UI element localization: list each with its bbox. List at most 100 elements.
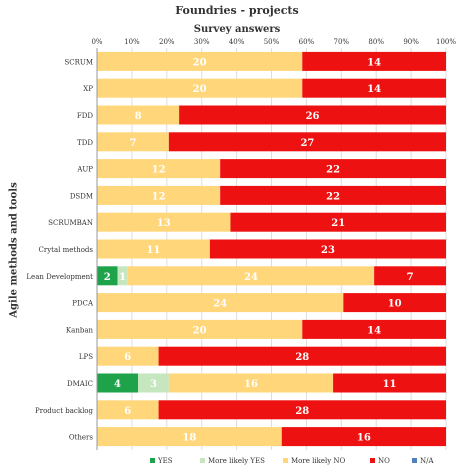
x-tick-label: 30% [194, 38, 210, 46]
bar-segment [97, 212, 231, 232]
data-label: 26 [306, 111, 320, 122]
category-label: TDD [77, 139, 93, 147]
data-label: 6 [124, 352, 131, 363]
bar-segment [302, 51, 446, 71]
x-tick-label: 40% [229, 38, 245, 46]
bar-segment [168, 132, 446, 152]
bar-segment [97, 78, 303, 98]
legend-label: N/A [420, 457, 434, 465]
bar-segment [97, 132, 169, 152]
data-label: 20 [193, 57, 207, 68]
legend-swatch [412, 458, 417, 463]
data-label: 2 [104, 272, 111, 283]
bar-segment [374, 266, 446, 286]
data-label: 8 [135, 111, 142, 122]
bar-segment [97, 239, 210, 259]
data-label: 14 [367, 84, 381, 95]
x-tick-label: 100% [436, 38, 456, 46]
category-label: FDD [77, 112, 93, 120]
data-label: 13 [157, 218, 171, 229]
bar-segment [230, 212, 446, 232]
legend-label: More likely YES [208, 457, 265, 465]
x-tick-label: 0% [91, 38, 102, 46]
category-label: DMAIC [67, 380, 93, 388]
bar-segment [209, 239, 446, 259]
data-label: 11 [146, 245, 160, 256]
category-label: SCRUMBAN [48, 219, 93, 227]
x-tick-label: 90% [403, 38, 419, 46]
bar-segment [97, 346, 159, 366]
category-label: PDCA [72, 300, 94, 308]
bar-segment [97, 293, 344, 313]
data-label: 14 [367, 325, 381, 336]
data-label: 22 [326, 165, 340, 176]
data-label: 12 [152, 191, 166, 202]
category-label: Crytal methods [39, 246, 94, 254]
bar-segment [343, 293, 446, 313]
data-label: 24 [244, 272, 258, 283]
bar-segment [281, 427, 446, 447]
x-tick-label: 20% [159, 38, 175, 46]
data-label: 21 [331, 218, 345, 229]
data-label: 3 [150, 379, 157, 390]
x-tick-label: 70% [334, 38, 350, 46]
legend-swatch [200, 458, 205, 463]
x-tick-label: 10% [124, 38, 140, 46]
x-tick-label: 60% [299, 38, 315, 46]
x-axis-title: Survey answers [193, 24, 281, 35]
data-label: 20 [193, 325, 207, 336]
bar-segment [168, 373, 334, 393]
bar-segment [97, 105, 180, 125]
data-label: 28 [295, 352, 309, 363]
data-label: 11 [383, 379, 397, 390]
legend-label: More likely NO [291, 457, 346, 465]
data-label: 1 [119, 272, 126, 283]
data-label: 16 [244, 379, 258, 390]
data-label: 7 [407, 272, 414, 283]
bar-segment [97, 373, 139, 393]
legend-swatch [150, 458, 155, 463]
bar-segment [97, 400, 159, 420]
bar-segment [97, 185, 221, 205]
legend-label: YES [157, 457, 173, 465]
bar-segment [220, 159, 446, 179]
bar-segment [158, 400, 446, 420]
category-label: Kanban [66, 326, 94, 334]
data-label: 24 [213, 299, 227, 310]
bar-segment [97, 427, 282, 447]
x-tick-label: 80% [368, 38, 384, 46]
category-label: XP [83, 85, 93, 93]
category-label: Lean Development [26, 273, 93, 281]
data-label: 27 [300, 138, 314, 149]
data-label: 14 [367, 57, 381, 68]
data-label: 7 [129, 138, 136, 149]
bar-segment [220, 185, 446, 205]
bar-segment [302, 78, 446, 98]
data-label: 10 [388, 299, 402, 310]
data-label: 23 [321, 245, 335, 256]
bar-segment [97, 266, 118, 286]
category-label: Product backlog [35, 407, 93, 415]
bar-segment [117, 266, 128, 286]
legend-swatch [283, 458, 288, 463]
bar-segment [97, 51, 303, 71]
category-label: AUP [76, 166, 93, 174]
bar-segment [97, 319, 303, 339]
bar-segment [179, 105, 446, 125]
category-label: SCRUM [65, 58, 94, 66]
data-label: 12 [152, 165, 166, 176]
data-label: 6 [124, 406, 131, 417]
category-label: LPS [79, 353, 93, 361]
bar-segment [158, 346, 446, 366]
bar-segment [302, 319, 446, 339]
bar-segment [97, 159, 221, 179]
category-label: Others [69, 434, 94, 442]
category-label: DSDM [70, 192, 93, 200]
data-label: 20 [193, 84, 207, 95]
bar-segment [138, 373, 169, 393]
legend-label: NO [378, 457, 390, 465]
data-label: 18 [182, 433, 196, 444]
x-tick-label: 50% [264, 38, 280, 46]
